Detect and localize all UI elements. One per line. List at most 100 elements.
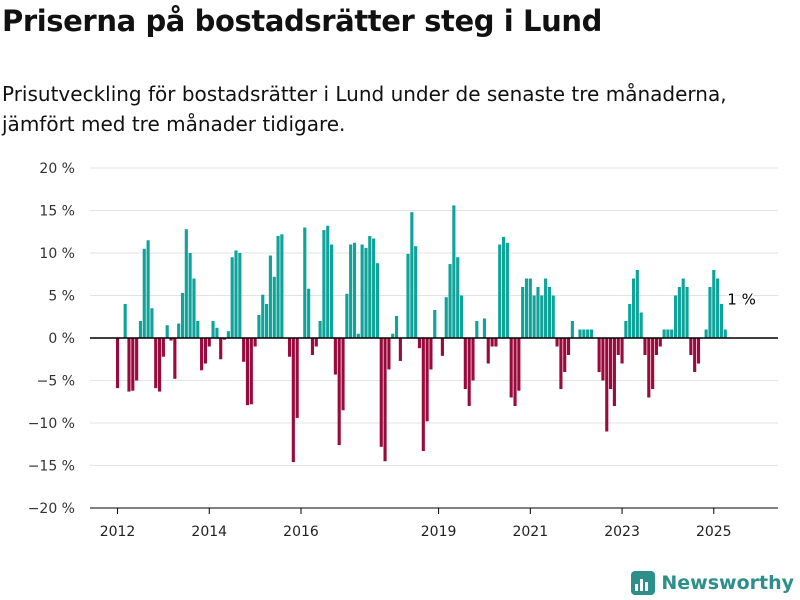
bar xyxy=(215,327,219,338)
bar xyxy=(375,263,380,338)
bar xyxy=(666,329,670,338)
bar xyxy=(502,236,506,338)
bar xyxy=(528,278,532,338)
bar xyxy=(521,287,525,338)
bar xyxy=(654,338,659,355)
bar xyxy=(589,329,594,338)
bar xyxy=(379,338,383,447)
bar xyxy=(696,338,701,364)
bar xyxy=(261,294,265,338)
bar xyxy=(658,338,662,347)
bar xyxy=(211,321,215,338)
bar xyxy=(597,338,601,372)
bar xyxy=(253,338,257,347)
bar xyxy=(173,338,177,379)
bar xyxy=(417,338,422,349)
bar xyxy=(651,338,655,389)
bar xyxy=(333,338,337,375)
bar xyxy=(154,338,158,389)
bar xyxy=(238,253,242,338)
bar xyxy=(524,278,529,338)
bar xyxy=(513,338,517,406)
bar xyxy=(662,329,666,338)
bar xyxy=(517,338,521,391)
bar xyxy=(693,338,697,372)
bar xyxy=(605,338,609,432)
bar xyxy=(123,304,127,338)
tick-labels: −20 % −15 % −10 % −5 % 0 % 5 % 10 % 15 % 20 % 201… xyxy=(28,161,732,540)
bar xyxy=(226,331,230,338)
bar xyxy=(681,278,685,338)
bar-chart-logo-icon xyxy=(631,571,656,595)
bar xyxy=(272,276,276,338)
bar xyxy=(635,270,639,338)
bar xyxy=(169,338,173,341)
bar xyxy=(719,304,724,338)
bar xyxy=(295,338,299,418)
bar xyxy=(196,321,200,338)
bar xyxy=(138,321,143,338)
x-tick-label: 2012 xyxy=(100,524,136,540)
bar xyxy=(242,338,246,362)
bar xyxy=(540,295,544,338)
bar xyxy=(158,338,162,392)
bar xyxy=(368,236,372,338)
bar xyxy=(582,329,586,338)
bar xyxy=(601,338,605,381)
x-tick-label: 2016 xyxy=(283,524,319,540)
bar xyxy=(349,244,353,338)
bar xyxy=(544,278,548,338)
bar xyxy=(165,325,169,338)
bar xyxy=(536,287,540,338)
bar xyxy=(127,338,131,392)
chart-title: Priserna på bostadsrätter steg i Lund xyxy=(2,4,602,38)
bar xyxy=(551,295,555,338)
bar xyxy=(674,295,678,338)
bar xyxy=(494,338,498,347)
bar xyxy=(685,287,689,338)
bar xyxy=(303,227,307,338)
bar xyxy=(280,234,284,338)
bar xyxy=(135,338,139,381)
bars xyxy=(115,205,727,463)
bar xyxy=(131,338,135,391)
bar xyxy=(532,295,536,338)
bar xyxy=(429,338,433,370)
bar xyxy=(318,321,322,338)
bar xyxy=(708,287,712,338)
bar xyxy=(414,246,418,338)
chart-subtitle: Prisutveckling för bostadsrätter i Lund … xyxy=(2,82,727,136)
bar xyxy=(578,329,582,338)
bar xyxy=(322,230,326,338)
bar xyxy=(704,329,708,338)
bar xyxy=(291,338,295,463)
bar xyxy=(192,278,196,338)
bar xyxy=(341,338,345,411)
brand-name: Newsworthy xyxy=(661,572,794,594)
bar xyxy=(222,338,227,340)
bar xyxy=(628,304,632,338)
bar xyxy=(471,338,475,381)
bar xyxy=(200,338,204,371)
bar xyxy=(337,338,341,446)
newsworthy-logo: Newsworthy xyxy=(631,571,794,595)
bar xyxy=(364,247,368,338)
bar xyxy=(547,287,552,338)
bar xyxy=(207,338,211,347)
bar xyxy=(677,287,681,338)
x-tick-label: 2023 xyxy=(604,524,640,540)
bar xyxy=(631,278,636,338)
bar xyxy=(314,338,318,347)
bar xyxy=(463,338,467,389)
bar xyxy=(203,338,208,364)
bar xyxy=(352,242,357,338)
bar xyxy=(712,270,716,338)
bar xyxy=(498,244,502,338)
bar xyxy=(307,288,311,338)
bar xyxy=(624,321,628,338)
bar xyxy=(345,293,349,338)
bar xyxy=(486,338,490,364)
bar xyxy=(249,338,253,405)
bar xyxy=(723,329,727,338)
bar xyxy=(394,315,399,338)
